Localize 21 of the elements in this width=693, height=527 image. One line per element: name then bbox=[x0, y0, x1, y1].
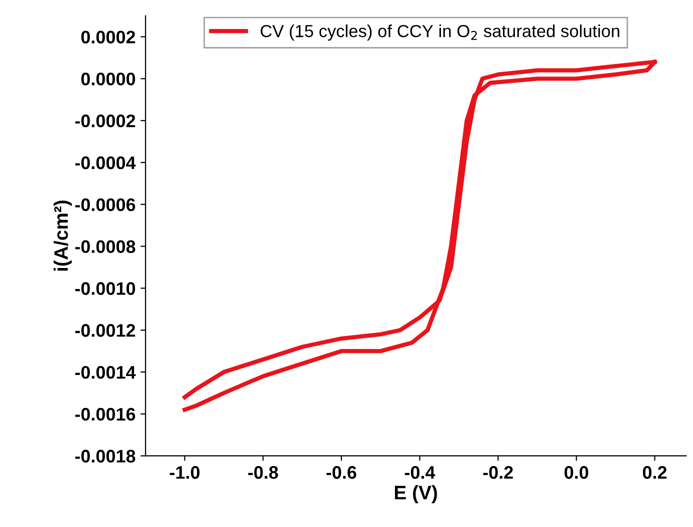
x-tick-label: 0.2 bbox=[642, 466, 667, 479]
y-tick-label: -0.0004 bbox=[75, 156, 136, 170]
x-tick-label: -0.4 bbox=[404, 466, 436, 479]
y-tick-label: -0.0016 bbox=[75, 408, 136, 421]
y-tick-label: -0.0018 bbox=[75, 450, 136, 463]
x-tick-label: -0.6 bbox=[326, 466, 356, 479]
legend-label: CV (15 cycles) of CCY in O$_{2}$ saturated solution bbox=[260, 24, 620, 41]
y-tick-label: -0.0008 bbox=[75, 240, 136, 254]
y-tick-label: -0.0014 bbox=[75, 366, 136, 379]
x-tick-label: -0.8 bbox=[248, 466, 278, 479]
x-tick-label: -1.0 bbox=[170, 466, 200, 479]
y-tick-label: -0.0006 bbox=[75, 198, 136, 212]
y-tick-label: -0.0012 bbox=[75, 324, 136, 337]
y-tick-label: 0.0002 bbox=[81, 30, 136, 44]
x-tick-label: -0.2 bbox=[483, 466, 513, 479]
x-tick-label: 0.0 bbox=[564, 466, 588, 479]
y-tick-label: -0.0010 bbox=[75, 282, 136, 295]
x-axis-title: E (V) bbox=[394, 485, 437, 504]
y-axis-title: i(A/cm²) bbox=[54, 200, 72, 271]
y-tick-label: 0.0000 bbox=[81, 72, 136, 86]
y-tick-label: -0.0002 bbox=[75, 114, 136, 128]
